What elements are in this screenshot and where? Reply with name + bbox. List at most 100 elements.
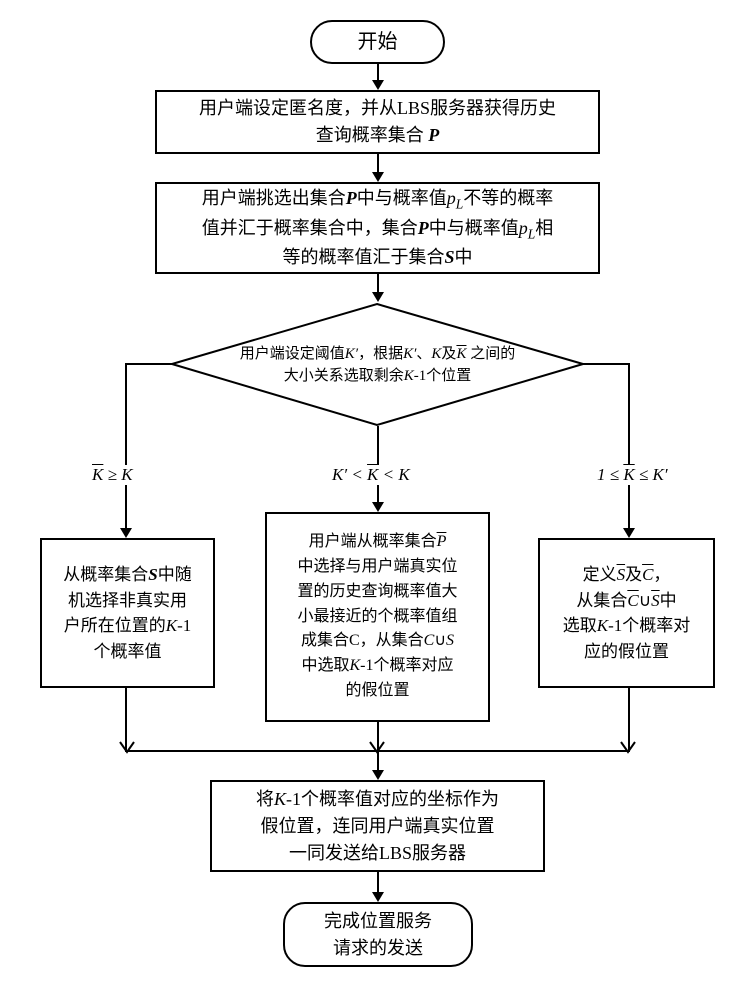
bl-a: 从概率集合 [63,565,148,584]
step1-text: 用户端设定匿名度，并从LBS服务器获得历史 查询概率集合 P [199,95,556,149]
br-Sbar: S [617,565,626,584]
arrowhead-2-d [372,292,384,302]
bm-c: 中选取 [301,657,349,674]
arrow-1-2 [377,154,379,174]
branch-mid-node: 用户端从概率集合P 中选择与用户端真实位 置的历史查询概率值大 小最接近的个概率… [265,512,490,722]
cm-m: K [367,465,378,484]
merge-node: 将K-1个概率值对应的坐标作为 假位置，连同用户端真实位置 一同发送给LBS服务… [210,780,545,872]
s2-pL: p [447,188,456,208]
step1-node: 用户端设定匿名度，并从LBS服务器获得历史 查询概率集合 P [155,90,600,154]
arrowhead-end [372,892,384,902]
bm-S: S [446,632,454,649]
br-uni: ∪ [639,591,651,610]
cm-r: K [398,465,409,484]
s2-b: 中与概率值 [357,188,447,208]
branch-right-node: 定义S及C， 从集合C∪S中 选取K-1个概率对 应的假位置 [538,538,715,688]
br-amp: 及 [625,565,642,584]
s2-e: 中与概率值 [429,218,519,238]
cond-left: K ≥ K [90,465,135,485]
bm-uni: ∪ [434,632,446,649]
edge-d-left-v [125,363,127,530]
end-node: 完成位置服务 请求的发送 [283,902,473,967]
merge-text: 将K-1个概率值对应的坐标作为 假位置，连同用户端真实位置 一同发送给LBS服务… [256,786,499,867]
mg-a: 将 [256,789,274,809]
arrow-merge-end [377,872,379,894]
arrowhead-d-left [120,528,132,538]
s2-P1: P [346,188,357,208]
arrowhead-1-2 [372,172,384,182]
arrowhead-merge [372,770,384,780]
bl-S: S [148,565,157,584]
br-text: 定义S及C， 从集合C∪S中 选取K-1个概率对 应的假位置 [563,562,691,664]
bm-K: K [349,657,360,674]
br-comma: ， [653,565,670,584]
d-d: 大小关系选取剩余 [284,368,404,384]
s2-S: S [444,247,454,267]
d-Kp2: K′ [403,346,416,362]
br-Cbar2: C [627,591,638,610]
step2-node: 用户端挑选出集合P中与概率值pL不等的概率 值并汇于概率集合中，集合P中与概率值… [155,182,600,274]
d-e: -1个位置 [414,368,472,384]
d-a: 用户端设定阈值 [240,346,345,362]
branch-left-node: 从概率集合S中随 机选择非真实用 户所在位置的K-1 个概率值 [40,538,215,688]
br-d: 选取 [563,616,597,635]
d-amp2: 及 [441,346,456,362]
cond-right: 1 ≤ K ≤ K′ [595,465,670,485]
ml-down [377,752,379,772]
d-Km1: K [404,368,414,384]
s2-pL2: p [519,218,528,238]
d-K: K [431,346,441,362]
step2-text: 用户端挑选出集合P中与概率值pL不等的概率 值并汇于概率集合中，集合P中与概率值… [202,185,554,272]
arrowhead-d-mid [372,502,384,512]
arrowhead-d-right [623,528,635,538]
cr-m: K [623,465,634,484]
cl-rhs: K [121,465,132,484]
s2-a: 用户端挑选出集合 [202,188,346,208]
d-Kbar: K [456,346,466,362]
bm-C: C [424,632,435,649]
cond-mid: K′ < K < K [330,465,412,485]
d-amp: 、 [416,346,431,362]
bl-text: 从概率集合S中随 机选择非真实用 户所在位置的K-1 个概率值 [63,562,191,664]
start-node: 开始 [310,20,445,64]
d-Kp: K′ [345,346,358,362]
br-b: 从集合 [576,591,627,610]
bm-Pbar: P [437,533,447,550]
s2-d: 值并汇于概率集合中，集合 [202,218,418,238]
edge-d-right-v [628,363,630,530]
s2-f: 相 [535,218,553,238]
edge-d-right-h [583,363,630,365]
cm-l: K′ [332,465,347,484]
end-label: 完成位置服务 请求的发送 [324,908,432,962]
d-c: 之间的 [470,346,515,362]
br-K: K [597,616,608,635]
bm-a: 用户端从概率集合 [309,533,437,550]
s2-P2: P [418,218,429,238]
cm-op2: < [378,465,398,484]
br-Cbar: C [642,565,653,584]
mg-K: K [274,789,286,809]
bm-text: 用户端从概率集合P 中选择与用户端真实位 置的历史查询概率值大 小最接近的个概率… [297,530,457,704]
s2-h: 中 [455,247,473,267]
cr-r: ≤ K′ [635,465,668,484]
bm-d: -1个概率对应 的假位置 [345,657,453,699]
edge-d-left-h [125,363,173,365]
start-label: 开始 [358,27,398,57]
bl-K: K [166,616,177,635]
s2-g: 等的概率值汇于集合 [282,247,444,267]
cm-op1: < [347,465,367,484]
s2-c: 不等的概率 [463,188,553,208]
br-a: 定义 [583,565,617,584]
arrowhead-start-1 [372,80,384,90]
decision-text: 用户端设定阈值K′，根据K′、K及K 之间的 大小关系选取剩余K-1个位置 [205,330,550,400]
step1-P: P [428,125,439,145]
br-c: 中 [660,591,677,610]
d-b: ，根据 [358,346,403,362]
cr-l: 1 ≤ [597,465,623,484]
cl-op: ≥ [103,465,121,484]
mg-b: -1个概率值对应的坐标作为 假位置，连同用户端真实位置 一同发送给LBS服务器 [260,789,499,863]
arrow-2-d [377,274,379,294]
flowchart: 开始 用户端设定匿名度，并从LBS服务器获得历史 查询概率集合 P 用户端挑选出… [40,20,715,980]
cl-lhs: K [92,465,103,484]
br-Sbar2: S [651,591,660,610]
